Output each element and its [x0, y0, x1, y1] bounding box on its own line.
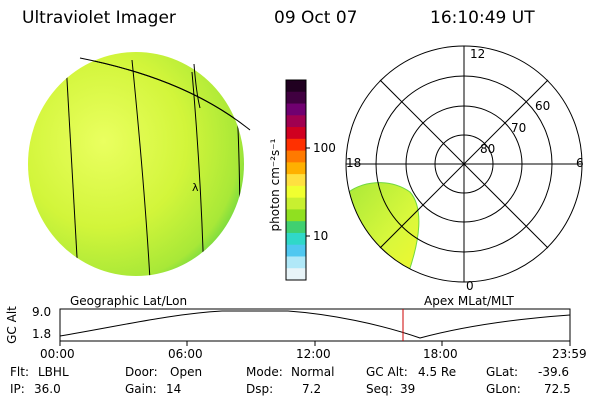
mode-value: Normal	[291, 365, 335, 379]
meridian-line	[131, 59, 151, 276]
colorbar-band	[286, 138, 306, 152]
colorbar-band	[286, 197, 306, 210]
timeline-xtick-2359: 23:59	[552, 347, 587, 361]
dsp-value: 7.2	[302, 382, 322, 396]
polar-plot: 12 18 6 0 60 70 80	[345, 45, 584, 293]
colorbar-band	[286, 209, 306, 222]
date-label: 09 Oct 07	[274, 8, 358, 28]
timeline-xtick-0600: 06:00	[168, 347, 203, 361]
mlt-label-0: 0	[466, 279, 474, 293]
lat-label-80: 80	[480, 142, 495, 156]
lat-label-70: 70	[511, 121, 526, 135]
gain-label: Gain:	[125, 382, 157, 396]
colorbar-band	[286, 174, 306, 187]
colorbar-band	[286, 256, 306, 269]
auroral-oval-image	[346, 182, 420, 275]
altitude-curve	[59, 310, 571, 339]
mode-label: Mode:	[246, 365, 283, 379]
gcalt-value: 4.5 Re	[418, 365, 457, 379]
colorbar-band	[286, 127, 306, 140]
glon-label: GLon:	[486, 382, 521, 396]
colorbar-band	[286, 91, 306, 105]
flt-value: LBHL	[38, 365, 69, 379]
timeline-xtick-1200: 12:00	[296, 347, 331, 361]
colorbar-band	[286, 115, 306, 128]
colorbar-band	[286, 221, 306, 234]
instrument-title: Ultraviolet Imager	[22, 8, 176, 28]
timeline-ytick-bottom: 1.8	[32, 327, 52, 341]
colorbar-band	[286, 103, 306, 116]
colorbar-band	[286, 268, 306, 281]
earth-disk	[28, 52, 244, 276]
colorbar-band	[286, 244, 306, 257]
seq-label: Seq:	[366, 382, 393, 396]
door-label: Door:	[125, 365, 158, 379]
ip-value: 36.0	[34, 382, 61, 396]
colorbar	[286, 80, 306, 281]
colorbar-band	[286, 185, 306, 199]
geographic-image: λ	[28, 52, 251, 276]
seq-value: 39	[400, 382, 416, 396]
meridian-line	[65, 61, 79, 276]
subsolar-marker: λ	[192, 181, 199, 194]
dsp-label: Dsp:	[246, 382, 274, 396]
mlt-label-18: 18	[346, 156, 361, 170]
timeline-right-title: Apex MLat/MLT	[424, 294, 514, 308]
ip-label: IP:	[10, 382, 25, 396]
timeline-left-title: Geographic Lat/Lon	[70, 294, 188, 308]
colorbar-band	[286, 232, 306, 246]
polar-diagonal	[379, 79, 549, 249]
gcalt-label: GC Alt:	[366, 365, 408, 379]
gain-value: 14	[166, 382, 182, 396]
timeline-axis-title: GC Alt	[5, 306, 19, 344]
door-value: Open	[170, 365, 203, 379]
colorbar-frame	[285, 79, 307, 281]
colorbar-unit-label: photon cm⁻²s⁻¹	[268, 138, 282, 232]
glat-value: -39.6	[538, 365, 570, 379]
glon-value: 72.5	[544, 382, 571, 396]
mlt-label-12: 12	[470, 47, 485, 61]
colorbar-band	[286, 80, 306, 93]
timeline-xtick-0000: 00:00	[40, 347, 75, 361]
timeline-xtick-1800: 18:00	[423, 347, 458, 361]
terminator-line	[79, 57, 251, 131]
time-label: 16:10:49 UT	[430, 8, 535, 28]
altitude-timeline	[59, 308, 571, 346]
flt-label: Flt:	[10, 365, 29, 379]
glat-label: GLat:	[486, 365, 519, 379]
colorbar-tick-label-100: 100	[313, 141, 336, 155]
colorbar-band	[286, 150, 306, 163]
colorbar-tick-label-10: 10	[313, 229, 329, 243]
mlt-label-6: 6	[576, 156, 584, 170]
lat-label-60: 60	[535, 99, 550, 113]
colorbar-band	[286, 162, 306, 175]
timeline-ytick-top: 9.0	[32, 305, 52, 319]
